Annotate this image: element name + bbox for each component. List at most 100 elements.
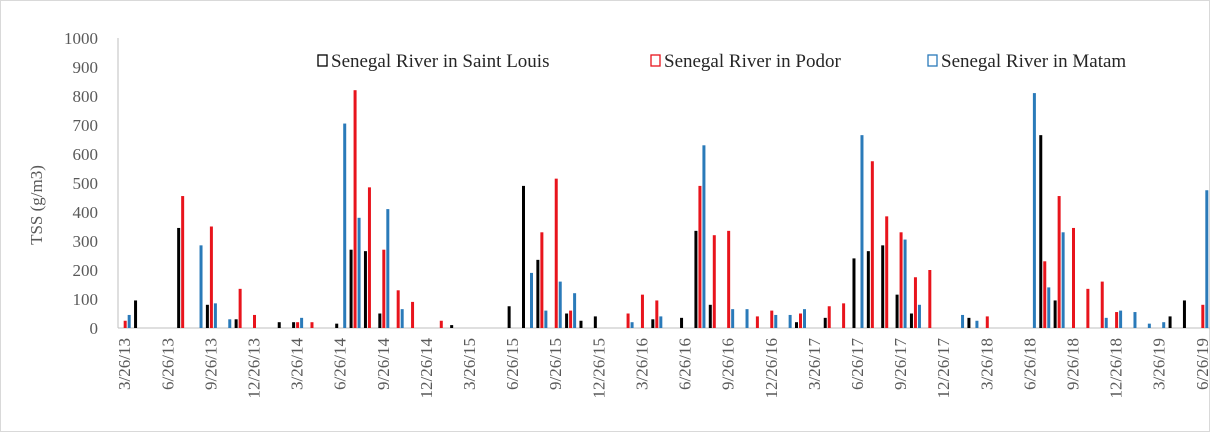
bar xyxy=(1162,322,1166,328)
legend-marker xyxy=(927,54,938,67)
bar xyxy=(565,313,569,328)
bar xyxy=(630,322,634,328)
bar xyxy=(382,249,386,328)
bar xyxy=(238,288,242,328)
bar xyxy=(913,277,917,328)
bar xyxy=(694,230,698,328)
legend: Senegal River in Saint Louis Senegal Rive… xyxy=(317,51,1126,72)
bar xyxy=(205,304,209,328)
bar xyxy=(655,300,659,328)
bar xyxy=(593,316,597,328)
bar xyxy=(961,314,965,328)
bar xyxy=(1133,312,1137,328)
bar xyxy=(702,145,706,328)
bar xyxy=(353,90,357,328)
x-tick-label: 12/26/15 xyxy=(589,338,608,398)
bar xyxy=(507,306,511,328)
bar xyxy=(127,314,131,328)
bar xyxy=(1115,312,1119,328)
bar xyxy=(909,313,913,328)
bar xyxy=(917,304,921,328)
x-tick-label: 6/26/13 xyxy=(158,338,177,390)
bar xyxy=(659,316,663,328)
bar xyxy=(866,251,870,328)
bar xyxy=(823,317,827,328)
y-tick-label: 600 xyxy=(73,145,99,164)
bar xyxy=(842,303,846,328)
bar xyxy=(411,301,415,328)
bar xyxy=(573,293,577,328)
bar xyxy=(292,322,296,328)
bar xyxy=(770,310,774,328)
bar xyxy=(569,310,573,328)
bar xyxy=(530,272,533,328)
bar xyxy=(209,226,213,328)
bar xyxy=(1053,300,1057,328)
bar xyxy=(123,320,127,328)
bar xyxy=(640,294,644,328)
bar xyxy=(396,290,400,328)
x-tick-label: 6/26/15 xyxy=(503,338,522,390)
x-tick-label: 6/26/18 xyxy=(1020,338,1039,390)
bar xyxy=(1147,323,1151,328)
y-tick-label: 400 xyxy=(73,203,99,222)
bar xyxy=(213,303,217,328)
x-tick-label: 3/26/16 xyxy=(632,338,651,390)
y-tick-label: 0 xyxy=(90,319,99,338)
bar xyxy=(967,317,971,328)
bar xyxy=(343,123,347,328)
bar xyxy=(975,320,979,328)
x-tick-label: 9/26/18 xyxy=(1064,338,1083,390)
bar xyxy=(788,314,792,328)
bar xyxy=(1119,310,1123,328)
x-tick-label: 3/26/14 xyxy=(288,338,307,390)
bar xyxy=(827,306,831,328)
y-tick-label: 200 xyxy=(73,261,99,280)
legend-marker xyxy=(650,54,661,67)
bar xyxy=(536,259,540,328)
y-tick-label: 800 xyxy=(73,87,99,106)
bar xyxy=(228,319,232,328)
x-tick-label: 3/26/18 xyxy=(977,338,996,390)
bar xyxy=(708,304,712,328)
x-tick-label: 12/26/14 xyxy=(417,338,436,399)
x-tick-label: 12/26/13 xyxy=(245,338,264,398)
bar xyxy=(1032,93,1036,328)
legend-label: Senegal River in Matam xyxy=(941,51,1126,72)
x-tick-label: 9/26/16 xyxy=(719,338,738,390)
bar xyxy=(177,227,181,328)
bar xyxy=(310,322,314,328)
bar xyxy=(1104,317,1108,328)
bar xyxy=(745,309,749,328)
bar xyxy=(296,322,300,328)
bar xyxy=(860,135,864,328)
bar xyxy=(1168,316,1172,328)
bar xyxy=(903,239,907,328)
bar xyxy=(544,310,548,328)
bar xyxy=(363,251,367,328)
bar xyxy=(626,313,630,328)
bar xyxy=(579,320,583,328)
x-tick-label: 9/26/13 xyxy=(201,338,220,390)
bar xyxy=(335,323,339,328)
x-tick-label: 6/26/16 xyxy=(676,338,695,390)
bar xyxy=(731,309,735,328)
x-tick-label: 12/26/18 xyxy=(1107,338,1126,398)
x-tick-label: 12/26/16 xyxy=(762,338,781,398)
bar xyxy=(928,270,932,328)
bar xyxy=(349,249,353,328)
bar xyxy=(885,216,889,328)
x-tick-label: 3/26/15 xyxy=(460,338,479,390)
x-tick-label: 3/26/17 xyxy=(805,338,824,390)
bar xyxy=(1072,227,1075,328)
bar xyxy=(181,196,185,328)
x-tick-label: 6/26/14 xyxy=(331,338,350,390)
bar xyxy=(357,217,361,328)
legend-label: Senegal River in Podor xyxy=(664,51,841,72)
x-tick-label: 12/26/17 xyxy=(934,338,953,399)
x-tick-label: 3/26/19 xyxy=(1150,338,1169,390)
y-tick-label: 300 xyxy=(73,232,99,251)
bar xyxy=(386,209,390,328)
